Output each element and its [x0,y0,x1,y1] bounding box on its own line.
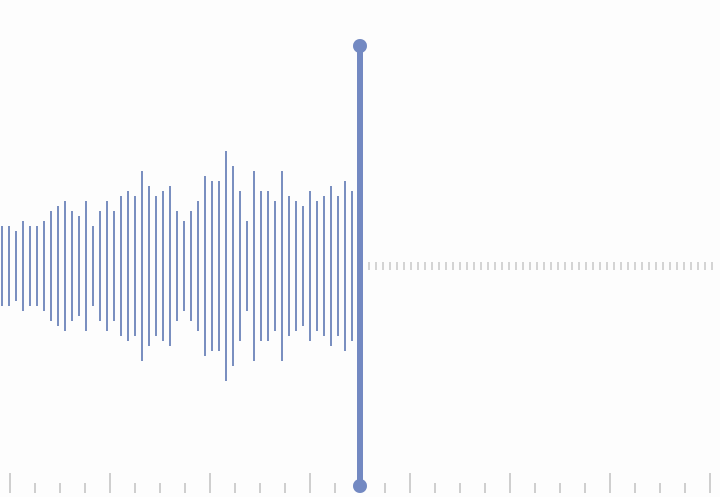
timeline-ruler [9,473,711,493]
placeholder-dot [389,262,391,270]
placeholder-dot [711,262,713,270]
waveform [1,151,353,381]
placeholder-dot [571,262,573,270]
placeholder-dot [515,262,517,270]
placeholder-dot [669,262,671,270]
placeholder-dot [480,262,482,270]
placeholder-dot [606,262,608,270]
placeholder-dot [431,262,433,270]
placeholder-dot [578,262,580,270]
placeholder-dot [592,262,594,270]
placeholder-dot [704,262,706,270]
placeholder-dot [543,262,545,270]
placeholder-dot [676,262,678,270]
placeholder-dot [375,262,377,270]
placeholder-dot [557,262,559,270]
placeholder-dot [655,262,657,270]
placeholder-dot [473,262,475,270]
placeholder-dot [410,262,412,270]
placeholder-dot [550,262,552,270]
placeholder-dot [697,262,699,270]
placeholder-dot [662,262,664,270]
placeholder-dot [683,262,685,270]
placeholder-dot [529,262,531,270]
placeholder-dot [648,262,650,270]
placeholder-dot [613,262,615,270]
placeholder-dot [690,262,692,270]
placeholder-dot [536,262,538,270]
placeholder-dot [627,262,629,270]
placeholder-dot [522,262,524,270]
placeholder-dot [599,262,601,270]
playhead-bottom-handle[interactable] [353,479,367,493]
placeholder-dot [508,262,510,270]
waveform-placeholder-dots [368,262,713,270]
placeholder-dot [620,262,622,270]
placeholder-dot [585,262,587,270]
placeholder-dot [445,262,447,270]
placeholder-dot [494,262,496,270]
placeholder-dot [368,262,370,270]
playhead[interactable] [353,39,367,493]
placeholder-dot [382,262,384,270]
placeholder-dot [452,262,454,270]
placeholder-dot [438,262,440,270]
placeholder-dot [564,262,566,270]
playhead-top-handle[interactable] [353,39,367,53]
placeholder-dot [459,262,461,270]
placeholder-dot [396,262,398,270]
placeholder-dot [487,262,489,270]
placeholder-dot [501,262,503,270]
placeholder-dot [466,262,468,270]
placeholder-dot [403,262,405,270]
placeholder-dot [641,262,643,270]
placeholder-dot [417,262,419,270]
placeholder-dot [634,262,636,270]
placeholder-dot [424,262,426,270]
